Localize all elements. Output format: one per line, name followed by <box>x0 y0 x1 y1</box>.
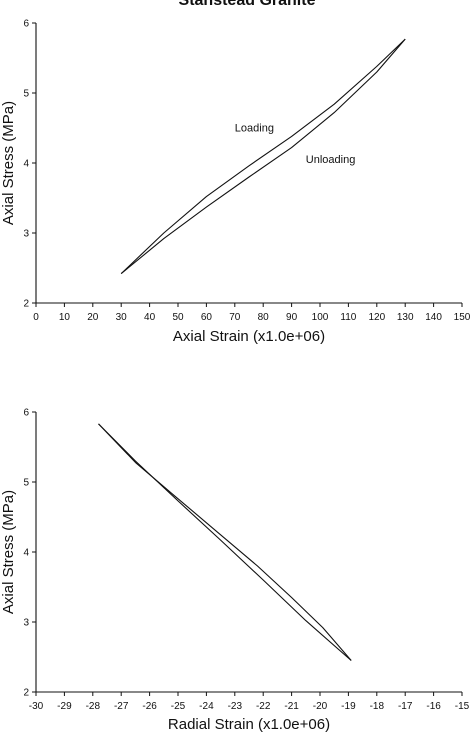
chart0-annotation-loading: Loading <box>235 123 274 135</box>
chart0-xtick-label: 60 <box>201 312 213 323</box>
chart1-xtick-label: -16 <box>426 701 441 712</box>
chart1-xtick-label: -22 <box>256 701 271 712</box>
chart1-xtick-label: -17 <box>398 701 413 712</box>
chart1-xtick-label: -30 <box>29 701 44 712</box>
chart1-series-unloading <box>98 423 352 661</box>
chart0-ticks: 0 10 20 30 40 50 60 70 80 90 100 110 120 130 140 150 2 3 4… <box>23 19 470 324</box>
chart0-xtick-label: 0 <box>33 312 39 323</box>
figure-title: Stanstead Granite <box>179 0 316 9</box>
chart1-xtick-label: -26 <box>142 701 157 712</box>
chart1-xtick-label: -19 <box>341 701 356 712</box>
chart1-series <box>98 423 352 661</box>
chart0-ytick-label: 2 <box>23 299 29 310</box>
chart0-annotation-unloading: Unloading <box>306 154 356 166</box>
chart1-ticks: -30 -29 -28 -27 -26 -25 -24 -23 -22 -21 -20 -19 -18 -… <box>23 408 469 713</box>
chart0-series-loading <box>120 38 406 274</box>
chart0-xtick-label: 150 <box>454 312 471 323</box>
chart1-y-label: Axial Stress (MPa) <box>0 490 17 614</box>
axial-strain-chart: 0 10 20 30 40 50 60 70 80 90 100 110 120 130 140 150 2 3 4… <box>0 19 471 346</box>
chart0-xtick-label: 110 <box>340 312 356 323</box>
chart1-xtick-label: -21 <box>284 701 299 712</box>
chart1-xtick-label: -29 <box>57 701 72 712</box>
chart0-ytick-label: 3 <box>23 229 29 240</box>
chart0-ytick-label: 6 <box>23 19 29 30</box>
chart0-xtick-label: 50 <box>172 312 184 323</box>
chart1-xtick-label: -15 <box>455 701 470 712</box>
chart1-xtick-label: -25 <box>171 701 186 712</box>
chart0-xtick-label: 10 <box>59 312 71 323</box>
chart1-xtick-label: -28 <box>86 701 101 712</box>
chart0-xtick-label: 130 <box>397 312 414 323</box>
chart1-x-label: Radial Strain (x1.0e+06) <box>168 716 330 733</box>
chart0-xtick-label: 140 <box>425 312 442 323</box>
chart0-series <box>120 38 406 275</box>
chart0-x-label: Axial Strain (x1.0e+06) <box>173 328 325 345</box>
chart0-xtick-label: 70 <box>229 312 241 323</box>
chart0-xtick-label: 120 <box>368 312 385 323</box>
chart1-xtick-label: -20 <box>313 701 328 712</box>
chart0-axes <box>35 23 462 304</box>
chart1-xtick-label: -27 <box>114 701 129 712</box>
chart0-xtick-label: 40 <box>144 312 156 323</box>
chart1-series-loading <box>98 423 352 661</box>
chart1-axes <box>35 412 462 693</box>
chart0-annotations: Loading Unloading <box>235 123 356 167</box>
chart0-xtick-label: 90 <box>286 312 298 323</box>
chart1-ytick-label: 5 <box>23 478 29 489</box>
chart1-xtick-label: -24 <box>199 701 214 712</box>
chart1-ytick-label: 3 <box>23 618 29 629</box>
chart0-series-unloading <box>120 38 406 275</box>
chart0-xtick-label: 80 <box>258 312 270 323</box>
chart1-ytick-label: 2 <box>23 688 29 699</box>
chart0-ytick-label: 5 <box>23 89 29 100</box>
chart0-xtick-label: 20 <box>87 312 99 323</box>
chart1-ytick-label: 4 <box>23 548 29 559</box>
chart0-ytick-label: 4 <box>23 159 29 170</box>
chart1-xtick-label: -23 <box>228 701 243 712</box>
chart0-y-label: Axial Stress (MPa) <box>0 101 17 225</box>
chart0-xtick-label: 30 <box>116 312 128 323</box>
chart1-ytick-label: 6 <box>23 408 29 419</box>
radial-strain-chart: -30 -29 -28 -27 -26 -25 -24 -23 -22 -21 -20 -19 -18 -… <box>0 408 470 734</box>
chart0-xtick-label: 100 <box>312 312 329 323</box>
chart1-xtick-label: -18 <box>370 701 385 712</box>
